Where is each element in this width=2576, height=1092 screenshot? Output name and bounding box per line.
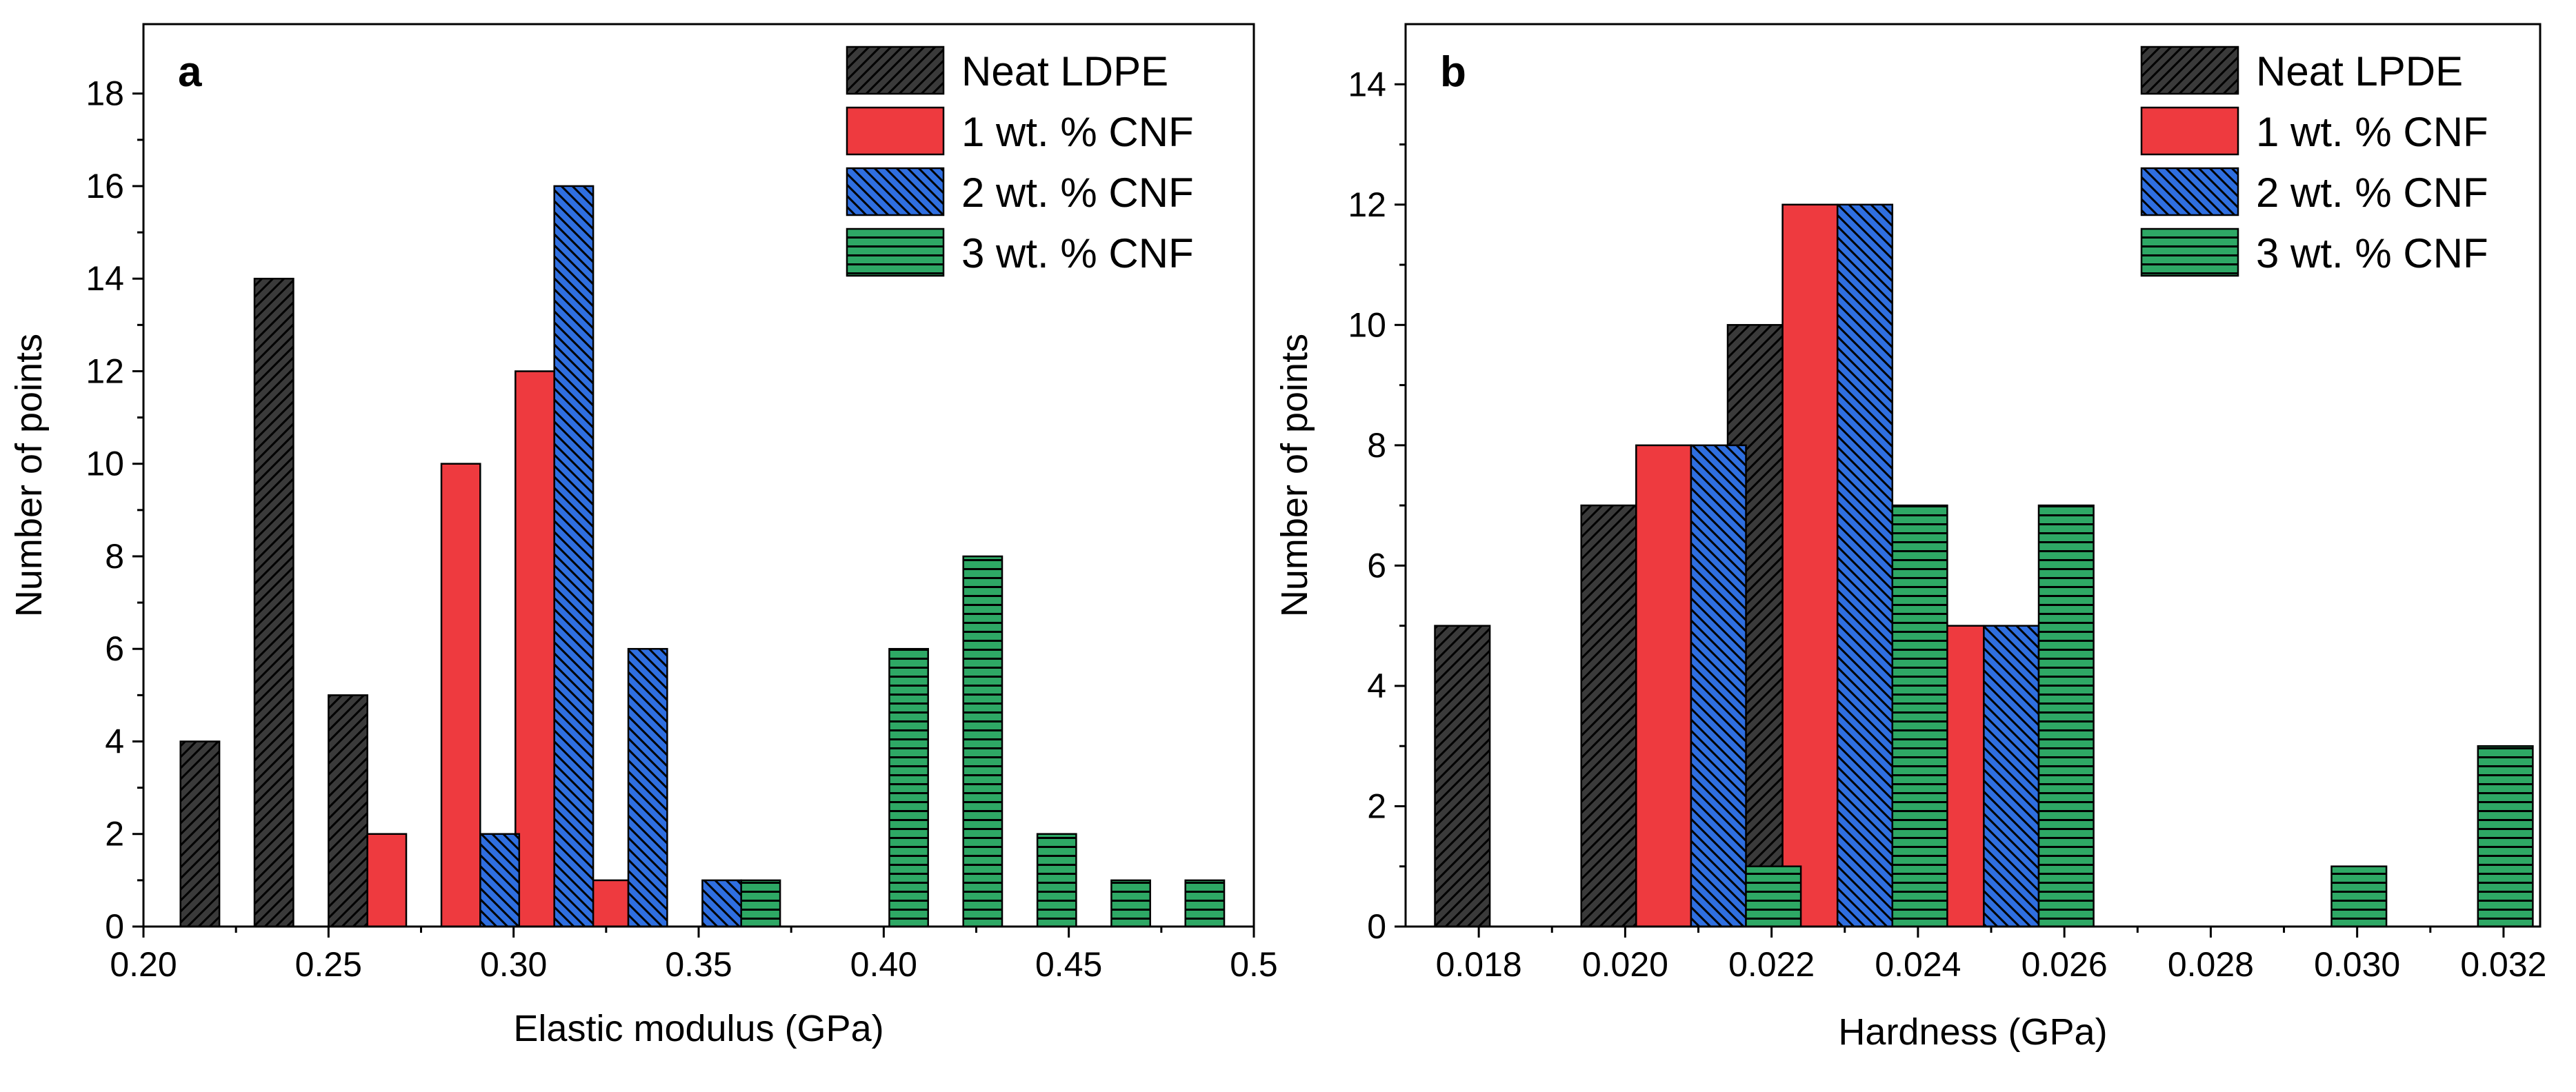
bar-a-series-1-bin-3 [588, 879, 630, 928]
bar-b-series-3-bin-0 [1745, 865, 1802, 928]
bar-b-series-3-bin-2 [2037, 504, 2095, 928]
x-tick-label: 0.022 [1728, 945, 1815, 984]
y-tick-label: 8 [1367, 426, 1386, 465]
legend-label: 3 wt. % CNF [2256, 230, 2488, 276]
y-tick-label: 4 [105, 722, 124, 760]
x-tick-label: 0.20 [110, 945, 177, 984]
x-tick-label: 0.5 [1230, 945, 1278, 984]
x-tick-label: 0.45 [1035, 945, 1102, 984]
bar-a-series-2-bin-3 [701, 879, 742, 928]
legend-swatch [846, 46, 945, 95]
y-tick-label: 2 [105, 815, 124, 853]
bar-a-series-1-bin-2 [515, 370, 555, 928]
x-tick-label: 0.40 [850, 945, 917, 984]
bar-b-series-3-bin-4 [2330, 865, 2388, 928]
bar-a-series-2-bin-0 [479, 833, 521, 928]
bar-b-series-2-bin-0 [1690, 444, 1747, 928]
x-tick-label: 0.018 [1436, 945, 1522, 984]
bar-b-series-0-bin-1 [1580, 504, 1637, 928]
y-tick-label: 14 [86, 259, 124, 298]
legend-label: 1 wt. % CNF [961, 109, 1194, 155]
bar-a-series-3-bin-3 [1036, 833, 1077, 928]
y-tick-label: 4 [1367, 667, 1386, 705]
x-tick-label: 0.028 [2168, 945, 2254, 984]
bar-b-series-2-bin-2 [1983, 625, 2040, 928]
y-tick-label: 10 [86, 445, 124, 483]
y-tick-label: 8 [105, 537, 124, 576]
x-tick-label: 0.020 [1582, 945, 1668, 984]
panel-letter: a [178, 48, 202, 96]
panel-letter: b [1440, 48, 1466, 96]
x-axis-title: Hardness (GPa) [1838, 1011, 2107, 1053]
legend-label: 2 wt. % CNF [2256, 170, 2488, 216]
legend-swatch [2140, 46, 2239, 95]
bar-b-series-3-bin-1 [1891, 504, 1948, 928]
y-tick-label: 16 [86, 167, 124, 205]
x-tick-label: 0.25 [295, 945, 362, 984]
legend-swatch [846, 106, 945, 156]
bar-b-series-0-bin-0 [1434, 625, 1491, 928]
y-tick-label: 10 [1348, 305, 1386, 344]
plot-frame [1404, 23, 2542, 928]
y-tick-label: 14 [1348, 65, 1386, 103]
bar-a-series-3-bin-2 [962, 555, 1004, 928]
bar-b-series-3-bin-5 [2477, 745, 2534, 928]
bar-a-series-1-bin-1 [440, 463, 481, 928]
bar-a-series-2-bin-2 [627, 647, 668, 928]
bar-a-series-0-bin-0 [179, 740, 221, 928]
bar-a-series-3-bin-0 [740, 879, 781, 928]
y-tick-label: 12 [1348, 185, 1386, 224]
bar-a-series-1-bin-0 [366, 833, 408, 928]
x-tick-label: 0.35 [665, 945, 732, 984]
bar-b-series-2-bin-1 [1836, 203, 1894, 928]
legend-label: 2 wt. % CNF [961, 170, 1194, 216]
bar-a-series-0-bin-1 [253, 277, 294, 928]
panel-b-chart: 0.018 0.020 0.022 0.024 0.026 0.028 0.030 0.032… [1274, 23, 2546, 1053]
bar-a-series-3-bin-5 [1184, 879, 1226, 928]
legend-swatch [846, 167, 945, 216]
legend-swatch [846, 228, 945, 277]
x-tick-label: 0.026 [2021, 945, 2108, 984]
bar-a-series-3-bin-1 [888, 647, 929, 928]
x-axis-title: Elastic modulus (GPa) [513, 1008, 883, 1049]
bar-b-series-1-bin-0 [1635, 444, 1693, 928]
plot-frame [142, 23, 1255, 928]
y-axis-title: Number of points [1274, 334, 1315, 617]
legend-label: Neat LDPE [961, 48, 1168, 94]
bar-a-series-3-bin-4 [1110, 879, 1151, 928]
x-tick-label: 0.030 [2314, 945, 2400, 984]
legend-swatch [2140, 167, 2239, 216]
legend-swatch [2140, 106, 2239, 156]
x-tick-label: 0.024 [1875, 945, 1961, 984]
y-tick-label: 2 [1367, 787, 1386, 825]
bar-b-series-1-bin-1 [1781, 203, 1839, 928]
y-tick-label: 6 [1367, 546, 1386, 585]
y-tick-label: 12 [86, 352, 124, 390]
y-axis-title: Number of points [8, 334, 50, 617]
legend-label: Neat LPDE [2256, 48, 2463, 94]
legend-label: 3 wt. % CNF [961, 230, 1194, 276]
bar-a-series-0-bin-2 [328, 694, 368, 928]
x-tick-label: 0.30 [480, 945, 547, 984]
legend-label: 1 wt. % CNF [2256, 109, 2488, 155]
panel-a-chart: 0.20 0.25 0.30 0.35 0.40 0.45 0.5 0 2 4 6 8 10 12 14 16… [8, 23, 1278, 1049]
x-tick-label: 0.032 [2460, 945, 2546, 984]
y-tick-label: 0 [105, 907, 124, 946]
y-tick-label: 0 [1367, 907, 1386, 946]
y-tick-label: 6 [105, 629, 124, 668]
y-tick-label: 18 [86, 74, 124, 113]
bar-a-series-2-bin-1 [553, 185, 595, 928]
legend-swatch [2140, 228, 2239, 277]
